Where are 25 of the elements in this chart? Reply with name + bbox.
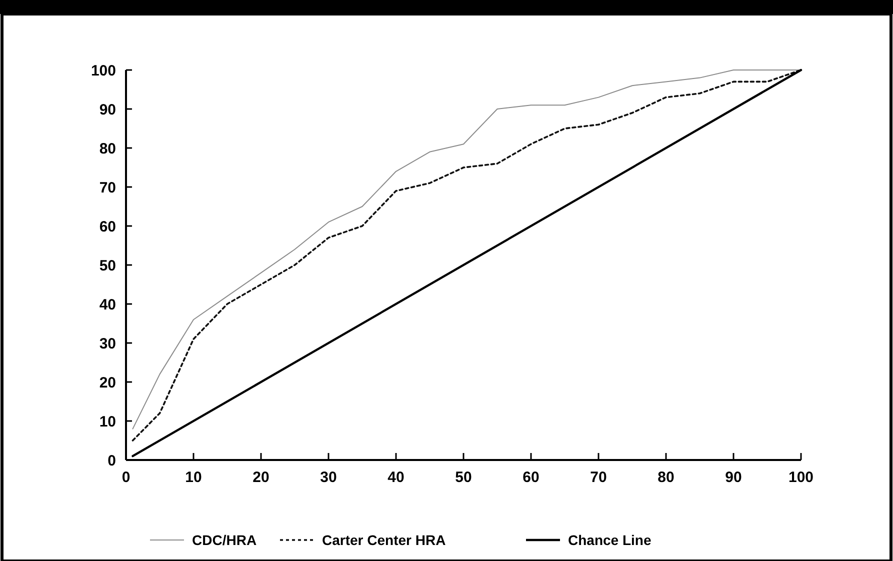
y-tick-label: 60	[99, 218, 116, 236]
x-tick-label: 50	[455, 469, 472, 486]
x-tick-label: 90	[725, 469, 742, 486]
x-tick-label: 100	[788, 469, 814, 486]
x-tick-label: 80	[658, 469, 674, 486]
x-tick-label: 70	[590, 469, 607, 486]
y-tick-label: 80	[99, 140, 116, 158]
x-tick-label: 20	[252, 469, 270, 486]
x-tick-label: 40	[388, 469, 404, 486]
y-tick-label: 50	[99, 257, 116, 274]
y-tick-label: 90	[99, 101, 116, 118]
y-tick-label: 100	[90, 62, 116, 80]
y-tick-label: 10	[99, 413, 116, 430]
x-tick-label: 30	[320, 469, 337, 486]
x-tick-label: 0	[122, 469, 130, 486]
y-tick-label: 40	[99, 296, 116, 314]
x-tick-label: 60	[522, 469, 540, 486]
y-tick-label: 70	[99, 179, 116, 196]
legend-label: Carter Center HRA	[322, 532, 446, 548]
legend-label: CDC/HRA	[192, 532, 257, 548]
y-tick-label: 30	[99, 335, 116, 352]
legend-label: Chance Line	[568, 532, 652, 548]
y-tick-label: 20	[99, 374, 116, 392]
x-tick-label: 10	[185, 469, 202, 486]
y-tick-label: 0	[108, 452, 116, 470]
